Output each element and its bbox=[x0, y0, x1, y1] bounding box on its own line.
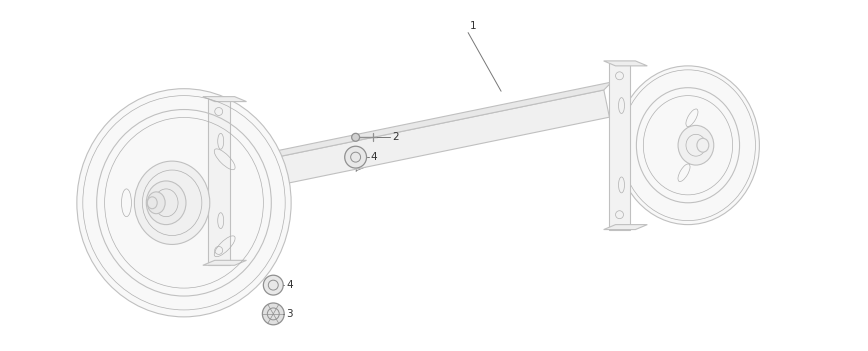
Ellipse shape bbox=[678, 125, 713, 165]
Ellipse shape bbox=[135, 161, 210, 244]
Polygon shape bbox=[207, 97, 230, 265]
Text: 3: 3 bbox=[286, 309, 293, 319]
Ellipse shape bbox=[77, 89, 291, 317]
Text: 4: 4 bbox=[286, 280, 293, 290]
Polygon shape bbox=[603, 61, 648, 66]
Polygon shape bbox=[203, 97, 247, 101]
Ellipse shape bbox=[148, 197, 157, 209]
Polygon shape bbox=[227, 82, 612, 167]
Text: 2: 2 bbox=[392, 132, 399, 142]
Ellipse shape bbox=[345, 146, 366, 168]
Text: 4: 4 bbox=[371, 152, 377, 162]
Ellipse shape bbox=[263, 275, 283, 295]
Polygon shape bbox=[227, 90, 609, 194]
Polygon shape bbox=[603, 225, 648, 230]
Ellipse shape bbox=[148, 192, 165, 214]
Polygon shape bbox=[227, 159, 240, 194]
Polygon shape bbox=[608, 61, 630, 230]
Ellipse shape bbox=[697, 138, 709, 152]
Ellipse shape bbox=[616, 66, 760, 225]
Polygon shape bbox=[203, 260, 247, 265]
Text: 1: 1 bbox=[470, 21, 477, 31]
Ellipse shape bbox=[147, 181, 186, 225]
Ellipse shape bbox=[262, 303, 284, 325]
Ellipse shape bbox=[352, 133, 359, 141]
